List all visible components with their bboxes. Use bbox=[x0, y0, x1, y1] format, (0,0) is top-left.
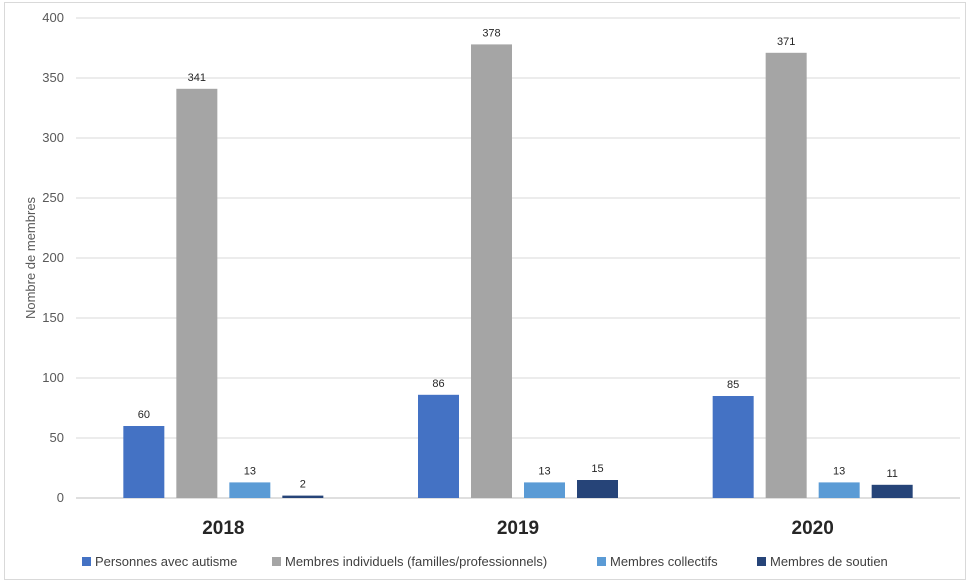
legend-swatch bbox=[757, 557, 766, 566]
legend-swatch bbox=[597, 557, 606, 566]
bars bbox=[123, 44, 913, 499]
bar-2019-2 bbox=[471, 44, 512, 499]
y-tick-label: 250 bbox=[42, 190, 64, 205]
y-tick-label: 100 bbox=[42, 370, 64, 385]
data-label: 60 bbox=[138, 409, 150, 421]
y-tick-label: 300 bbox=[42, 130, 64, 145]
category-label-2020: 2020 bbox=[792, 518, 834, 539]
legend-label: Membres de soutien bbox=[770, 554, 888, 569]
y-tick-label: 50 bbox=[50, 430, 64, 445]
gridlines bbox=[76, 17, 960, 499]
legend: Personnes avec autisme Membres individuel… bbox=[82, 554, 888, 569]
y-tick-label: 150 bbox=[42, 310, 64, 325]
data-labels: 60 341 13 2 86 378 13 15 85 371 13 11 bbox=[138, 27, 898, 490]
legend-swatch bbox=[82, 557, 91, 566]
data-label: 378 bbox=[482, 27, 500, 39]
bar-2018-4 bbox=[282, 495, 324, 498]
bar-2018-1 bbox=[123, 426, 165, 498]
legend-label: Membres collectifs bbox=[610, 554, 718, 569]
y-axis-title: Nombre de membres bbox=[23, 196, 38, 319]
data-label: 341 bbox=[188, 72, 206, 84]
data-label: 85 bbox=[727, 379, 739, 391]
y-axis-ticks: 0 50 100 150 200 250 300 350 400 bbox=[42, 10, 64, 505]
data-label: 13 bbox=[244, 465, 256, 477]
data-label: 2 bbox=[300, 479, 306, 491]
data-label: 86 bbox=[432, 378, 444, 390]
bar-2020-4 bbox=[871, 484, 913, 498]
bar-2019-1 bbox=[418, 394, 459, 498]
category-label-2018: 2018 bbox=[202, 518, 244, 539]
y-tick-label: 350 bbox=[42, 70, 64, 85]
y-tick-label: 400 bbox=[42, 10, 64, 25]
legend-swatch bbox=[272, 557, 281, 566]
category-label-2019: 2019 bbox=[497, 518, 539, 539]
data-label: 13 bbox=[833, 465, 845, 477]
bar-2020-3 bbox=[818, 482, 860, 498]
legend-label: Membres individuels (familles/profession… bbox=[285, 554, 547, 569]
bar-2019-4 bbox=[577, 480, 618, 498]
bar-2018-3 bbox=[229, 482, 271, 498]
data-label: 11 bbox=[886, 468, 897, 480]
legend-label: Personnes avec autisme bbox=[95, 554, 237, 569]
bar-2019-3 bbox=[524, 482, 565, 498]
bar-2018-2 bbox=[176, 88, 218, 499]
bar-2020-1 bbox=[712, 396, 754, 498]
y-tick-label: 0 bbox=[57, 490, 64, 505]
y-tick-label: 200 bbox=[42, 250, 64, 265]
x-axis-categories: 2018 2019 2020 bbox=[202, 518, 834, 539]
data-label: 15 bbox=[591, 463, 603, 475]
data-label: 13 bbox=[538, 465, 550, 477]
data-label: 371 bbox=[777, 36, 795, 48]
bar-2020-2 bbox=[765, 52, 807, 499]
